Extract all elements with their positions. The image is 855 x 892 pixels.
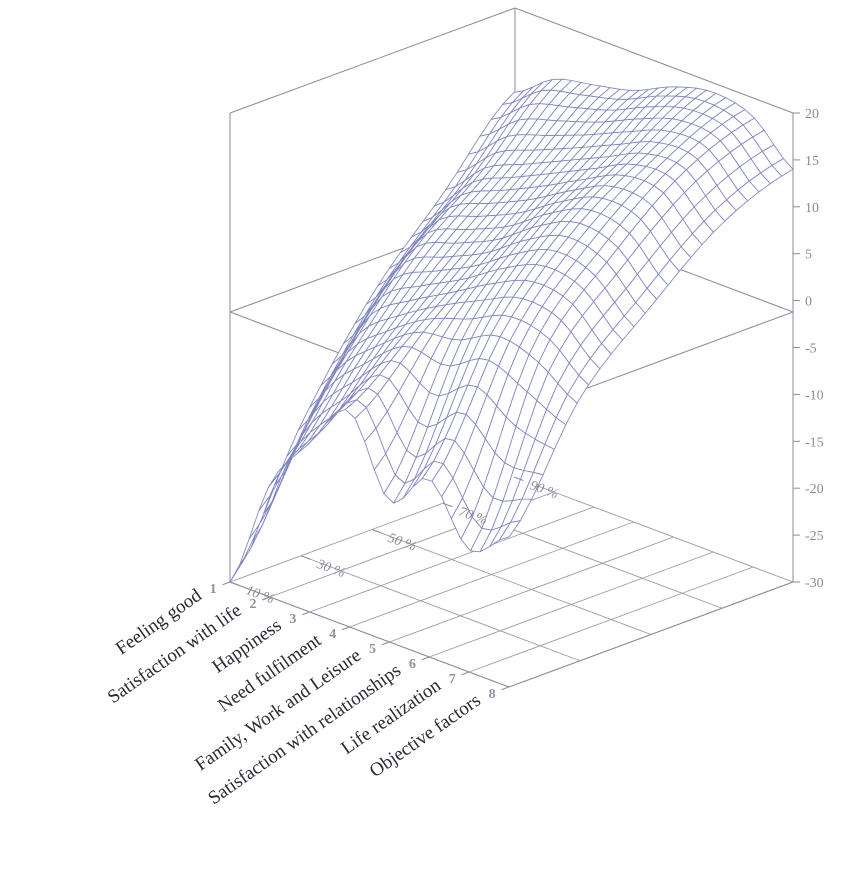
z-tick-label: -20 xyxy=(805,482,824,497)
y-tick-label: 50 % xyxy=(386,531,419,555)
z-tick-label: 20 xyxy=(805,107,819,122)
surface-cell xyxy=(248,494,271,540)
surface-cell xyxy=(771,158,794,177)
floor-line-y xyxy=(300,555,581,662)
y-tick-mark xyxy=(229,581,240,586)
z-axis: 20 15 10 5 0 -5 -10 -15 -20 -25 -30 xyxy=(793,107,824,591)
x-tick-mark xyxy=(381,641,390,646)
z-tick-label: -5 xyxy=(805,342,817,357)
x-tick-number: 5 xyxy=(369,642,376,657)
axis-box-front xyxy=(229,581,794,688)
front-edge-x xyxy=(229,581,510,688)
y-axis: 10 %30 %50 %70 %90 % xyxy=(229,476,561,607)
x-tick-mark xyxy=(302,611,310,616)
z-tick-label: -15 xyxy=(805,435,824,450)
x-tick-mark xyxy=(421,656,430,661)
z-tick-label: -30 xyxy=(805,576,824,591)
y-tick-mark xyxy=(300,555,311,560)
x-tick-mark xyxy=(341,626,350,631)
x-tick-mark xyxy=(461,671,470,676)
x-tick-mark xyxy=(262,596,271,601)
floor-line-y xyxy=(513,476,794,583)
y-tick-mark xyxy=(442,502,453,508)
floor-line-y xyxy=(371,529,652,635)
z-tick-label: -10 xyxy=(805,388,824,403)
z-tick-label: -25 xyxy=(805,529,824,544)
z-tick-label: 0 xyxy=(805,295,812,310)
x-tick-number: 8 xyxy=(489,687,496,702)
x-tick-number: 1 xyxy=(210,582,217,597)
surface-mesh xyxy=(229,78,794,583)
y-tick-label: 30 % xyxy=(314,557,347,581)
front-edge-y xyxy=(508,581,794,688)
x-tick-number: 7 xyxy=(449,672,456,687)
y-tick-label: 90 % xyxy=(528,478,561,502)
z-tick-label: 10 xyxy=(805,201,819,216)
y-tick-mark xyxy=(371,529,382,534)
y-tick-mark xyxy=(513,476,524,481)
x-tick-number: 4 xyxy=(329,627,336,642)
z-tick-label: 5 xyxy=(805,248,812,263)
x-tick-number: 6 xyxy=(409,657,416,672)
z-tick-label: 15 xyxy=(805,154,819,169)
x-tick-number: 3 xyxy=(289,612,296,627)
x-tick-number: 2 xyxy=(249,597,256,612)
x-tick-mark xyxy=(501,686,510,691)
x-tick-mark xyxy=(222,581,231,586)
